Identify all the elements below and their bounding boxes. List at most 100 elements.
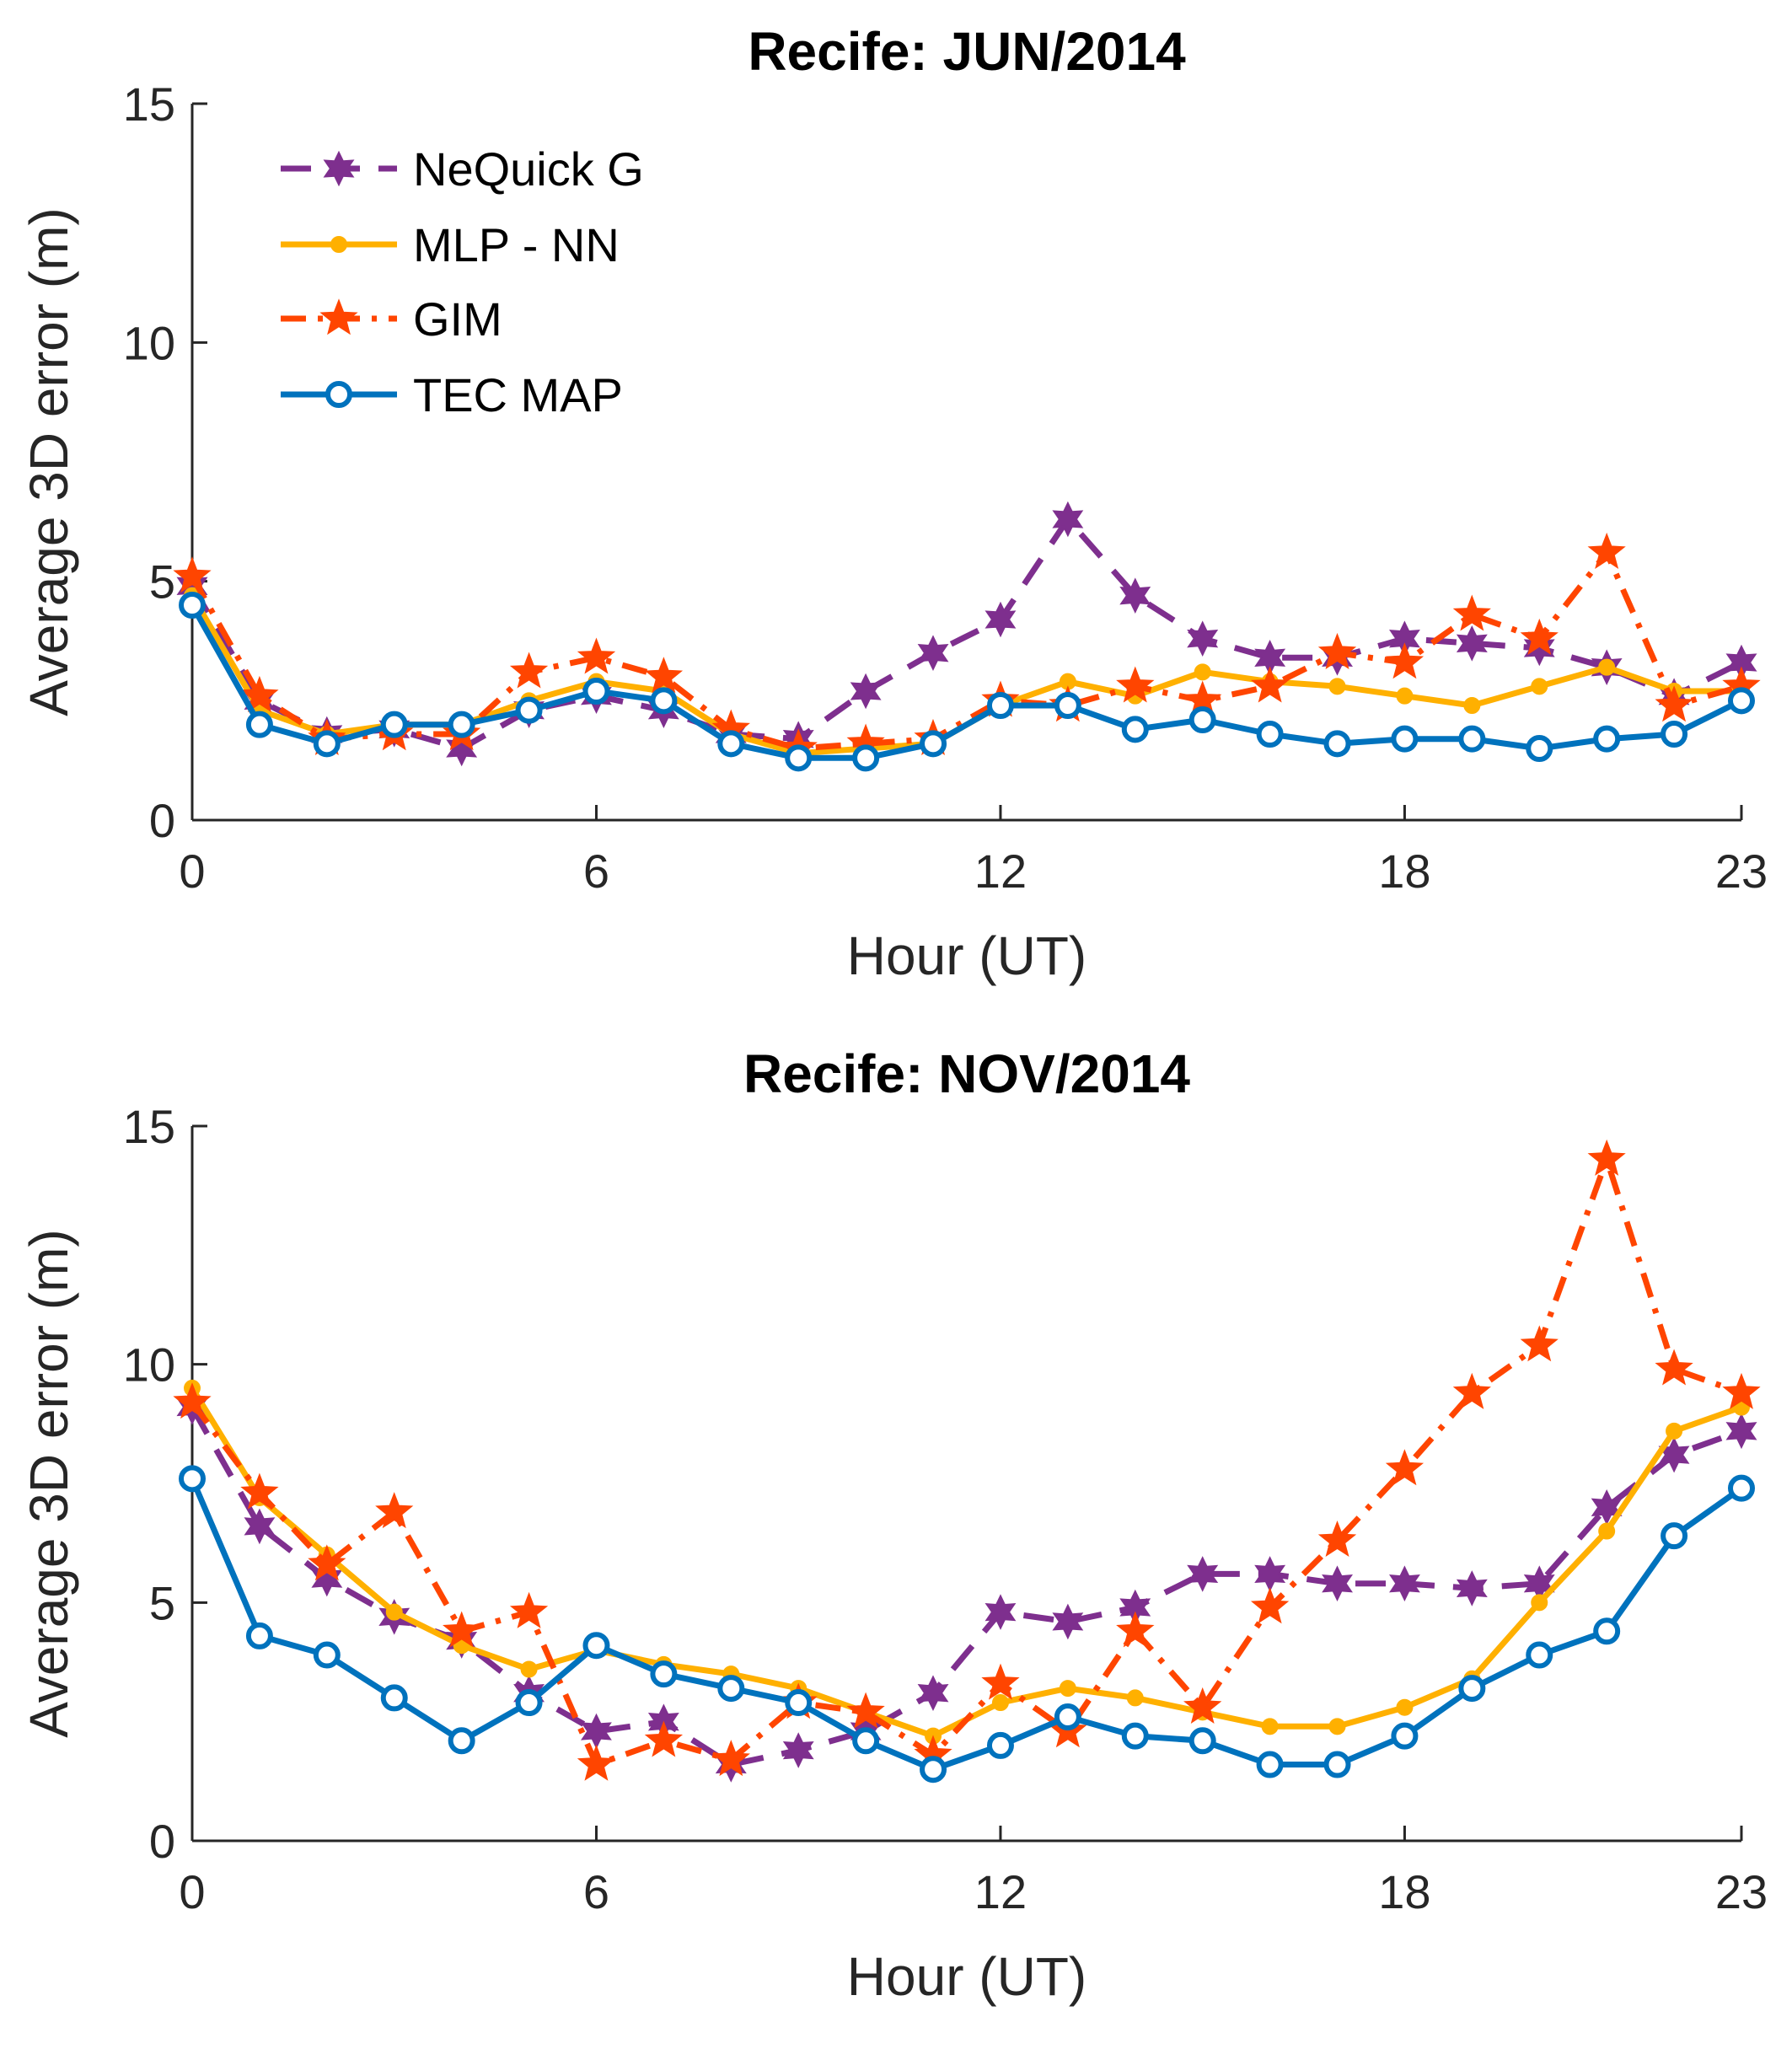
data-point-mlp [1059, 1680, 1076, 1698]
data-point-tec [1256, 1751, 1284, 1778]
data-point-tec [717, 1675, 745, 1703]
data-point-mlp [1328, 1718, 1346, 1735]
data-point-tec [1054, 1703, 1081, 1731]
y-tick-label: 15 [123, 1100, 175, 1153]
x-tick-label: 18 [1378, 845, 1430, 898]
data-point-nequick [1052, 501, 1084, 538]
data-point-nequick [244, 1508, 276, 1545]
x-tick-label: 23 [1715, 1865, 1768, 1918]
data-point-nequick [1456, 1570, 1488, 1606]
data-point-tec [986, 692, 1014, 719]
data-point-tec [448, 1727, 475, 1755]
data-point-gim [1520, 1325, 1559, 1362]
data-point-tec [245, 1622, 273, 1649]
data-point-nequick [1187, 620, 1219, 657]
y-tick-label: 0 [149, 794, 175, 847]
data-point-tec [380, 1684, 408, 1712]
series-tec [179, 592, 1755, 772]
data-point-tec [717, 730, 745, 758]
data-point-gim [1385, 1449, 1424, 1486]
data-point-tec [380, 711, 408, 738]
data-point-tec [179, 1465, 206, 1493]
data-point-gim [1722, 1372, 1761, 1409]
data-point-mlp [1463, 697, 1481, 714]
data-point-tec [1323, 1751, 1351, 1778]
data-point-nequick [782, 1732, 814, 1768]
data-point-gim [1183, 1687, 1222, 1724]
data-point-tec [1728, 1474, 1755, 1502]
legend-label-nequick: NeQuick G [413, 142, 644, 196]
data-point-tec [515, 696, 543, 724]
data-point-tec [313, 1641, 341, 1669]
data-point-tec [582, 1632, 610, 1660]
data-point-gim [173, 1382, 212, 1419]
data-point-tec [785, 1689, 813, 1717]
data-point-tec [852, 1727, 880, 1755]
data-point-mlp [520, 1660, 538, 1678]
data-point-tec [1391, 725, 1419, 753]
data-point-tec [1458, 725, 1486, 753]
data-point-tec [986, 1731, 1014, 1759]
data-point-gim [509, 652, 549, 689]
data-point-nequick [985, 1594, 1017, 1630]
data-point-gim [240, 1472, 279, 1510]
series-line-gim [190, 1156, 1743, 1767]
chart-title: Recife: JUN/2014 [748, 21, 1186, 82]
legend-marker-mlp [330, 236, 347, 253]
data-point-tec [650, 1660, 678, 1688]
data-point-gim [981, 1663, 1020, 1700]
data-point-tec [1593, 725, 1621, 753]
data-point-gim [1520, 618, 1559, 655]
data-point-tec [1661, 721, 1688, 748]
data-point-mlp [1396, 687, 1414, 705]
legend-marker-nequick [323, 150, 355, 187]
data-point-tec [1121, 1722, 1149, 1750]
series-line-nequick [189, 1405, 1743, 1767]
data-point-gim [644, 657, 684, 694]
data-point-gim [1317, 632, 1357, 669]
y-tick-label: 5 [149, 555, 175, 609]
data-point-gim [644, 1720, 684, 1757]
x-tick-label: 0 [179, 1865, 205, 1918]
data-point-nequick [1119, 577, 1151, 614]
data-point-gim [846, 1692, 885, 1729]
data-point-gim [173, 556, 212, 593]
data-point-gim [1250, 666, 1290, 703]
data-point-tec [1728, 687, 1755, 715]
data-point-gim [509, 1591, 549, 1628]
data-point-gim [1452, 594, 1491, 631]
chart-panel-2: 0 5 10 15 0 6 12 18 23 Recife: NOV/2014 Hour (UT) A… [19, 1043, 1768, 2007]
data-point-nequick [1389, 1565, 1420, 1601]
data-point-mlp [1396, 1698, 1414, 1716]
data-point-gim [1587, 532, 1626, 569]
x-tick-label: 6 [583, 845, 609, 898]
y-tick-label: 5 [149, 1576, 175, 1629]
data-point-tec [785, 744, 813, 772]
data-point-nequick [1187, 1556, 1219, 1592]
legend-label-mlp: MLP - NN [413, 218, 620, 271]
data-point-gim [1655, 685, 1693, 722]
data-point-nequick [985, 601, 1017, 638]
x-axis-label: Hour (UT) [847, 925, 1086, 986]
legend-marker-gim [319, 298, 358, 335]
data-point-gim [1116, 666, 1155, 703]
data-point-tec [1526, 1641, 1553, 1669]
chart-panel-1: 0 5 10 15 0 6 12 18 23 Recife: JUN/2014 Hour (UT) A… [19, 21, 1768, 986]
chart-title: Recife: NOV/2014 [743, 1043, 1190, 1104]
series-tec [179, 1465, 1755, 1783]
data-point-gim [240, 675, 279, 712]
series-mlp [184, 1379, 1750, 1745]
data-point-nequick [1725, 1413, 1757, 1450]
x-tick-label: 6 [583, 1865, 609, 1918]
data-point-mlp [991, 1694, 1009, 1712]
data-point-nequick [1456, 625, 1488, 662]
series-line-gim [189, 550, 1742, 752]
data-point-nequick [1322, 1565, 1354, 1601]
y-tick-label: 15 [123, 78, 175, 131]
series-gim [173, 532, 1761, 765]
series-line-nequick [189, 516, 1743, 752]
data-point-tec [1188, 706, 1216, 733]
legend: NeQuick G MLP - NN GIM TEC MAP [281, 142, 644, 421]
data-point-gim [1452, 1372, 1491, 1409]
data-point-mlp [1598, 1522, 1616, 1540]
